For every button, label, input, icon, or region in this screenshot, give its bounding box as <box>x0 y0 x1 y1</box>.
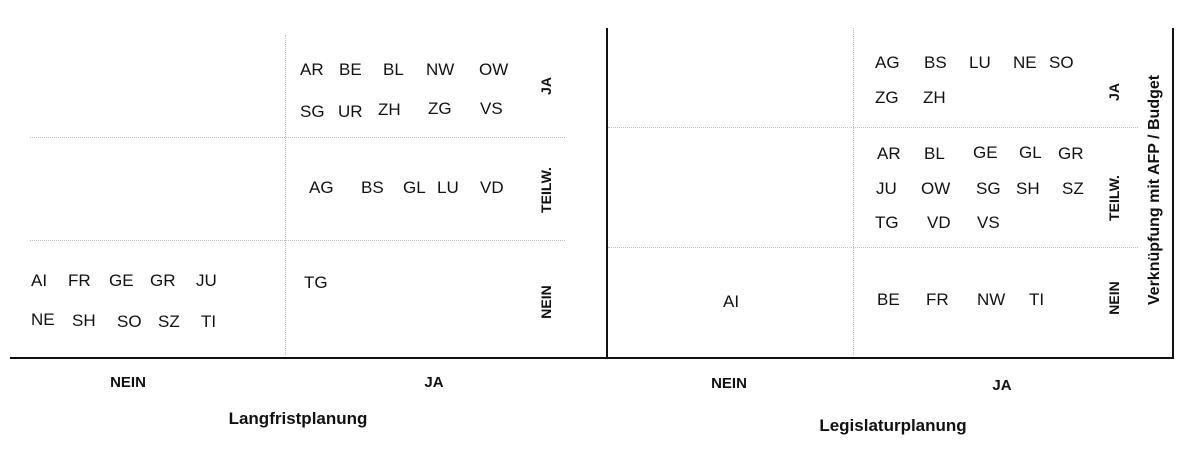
canton-label: SO <box>1049 53 1074 72</box>
canton-label: BL <box>924 144 945 163</box>
canton-label: ZG <box>428 99 452 118</box>
right-gridline-col <box>853 28 854 355</box>
canton-label: FR <box>926 290 949 309</box>
canton-label: SO <box>117 312 142 331</box>
col-label-ja: JA <box>424 374 444 391</box>
canton-label: TI <box>201 312 217 331</box>
canton-label: NE <box>31 310 55 329</box>
canton-label: GE <box>109 271 134 290</box>
col-label-ja: JA <box>992 377 1012 394</box>
left-baseline <box>10 357 607 359</box>
canton-label: SZ <box>1062 179 1084 198</box>
canton-label: JU <box>196 271 217 290</box>
canton-label: AI <box>723 292 740 311</box>
left-gridline-1 <box>30 137 565 138</box>
center-divider <box>606 28 608 359</box>
canton-label: GR <box>1058 144 1084 163</box>
row-label-ja: JA <box>1106 83 1122 101</box>
col-label-nein: NEIN <box>711 375 747 392</box>
canton-label: AG <box>309 178 334 197</box>
canton-label: JU <box>876 179 897 198</box>
canton-label: BS <box>924 53 947 72</box>
row-label-teilw: TEILW. <box>538 167 554 213</box>
canton-label: VD <box>480 178 504 197</box>
right-gridline-1 <box>608 127 1138 128</box>
canton-label: LU <box>437 178 459 197</box>
canton-label: AR <box>300 60 324 79</box>
row-label-teilw: TEILW. <box>1106 175 1122 221</box>
panel-title: Langfristplanung <box>228 409 368 428</box>
canton-label: BL <box>383 60 404 79</box>
canton-label: TG <box>304 273 328 292</box>
canton-label: GL <box>1019 143 1042 162</box>
canton-label: NE <box>1013 53 1037 72</box>
canton-label: OW <box>479 60 509 79</box>
canton-label: SG <box>976 179 1001 198</box>
row-label-nein: NEIN <box>1106 281 1122 315</box>
row-label-ja: JA <box>538 77 554 95</box>
canton-label: SG <box>300 102 325 121</box>
canton-label: VS <box>480 99 503 118</box>
row-label-nein: NEIN <box>538 285 554 319</box>
canton-label: BE <box>877 290 900 309</box>
right-border <box>1172 28 1174 359</box>
canton-label: UR <box>338 102 363 121</box>
canton-label: NW <box>977 290 1006 309</box>
canton-label: NW <box>426 60 455 79</box>
canton-label: SH <box>72 311 96 330</box>
right-gridline-2 <box>608 247 1138 248</box>
canton-label: ZH <box>378 100 401 119</box>
canton-label: GR <box>150 271 176 290</box>
canton-label: BE <box>339 60 362 79</box>
canton-label: ZH <box>923 88 946 107</box>
col-label-nein: NEIN <box>110 374 146 391</box>
canton-label: OW <box>921 179 951 198</box>
canton-label: BS <box>361 178 384 197</box>
canton-label: TI <box>1029 290 1045 309</box>
canton-label: SH <box>1016 179 1040 198</box>
canton-label: FR <box>68 271 91 290</box>
panel-title: Legislaturplanung <box>819 416 967 435</box>
canton-label: LU <box>969 53 991 72</box>
canton-label: GL <box>403 178 426 197</box>
right-baseline <box>607 357 1173 359</box>
canton-label: VS <box>977 213 1000 232</box>
canton-label: AI <box>31 271 48 290</box>
canton-label: GE <box>973 143 998 162</box>
left-gridline-2 <box>30 240 565 241</box>
left-gridline-col <box>285 35 286 355</box>
canton-label: TG <box>875 213 899 232</box>
canton-label: SZ <box>158 312 180 331</box>
canton-label: AR <box>877 144 901 163</box>
side-axis-label: Verknüpfung mit AFP / Budget <box>1146 74 1163 306</box>
canton-label: ZG <box>875 88 899 107</box>
canton-label: VD <box>927 213 951 232</box>
canton-label: AG <box>875 53 900 72</box>
